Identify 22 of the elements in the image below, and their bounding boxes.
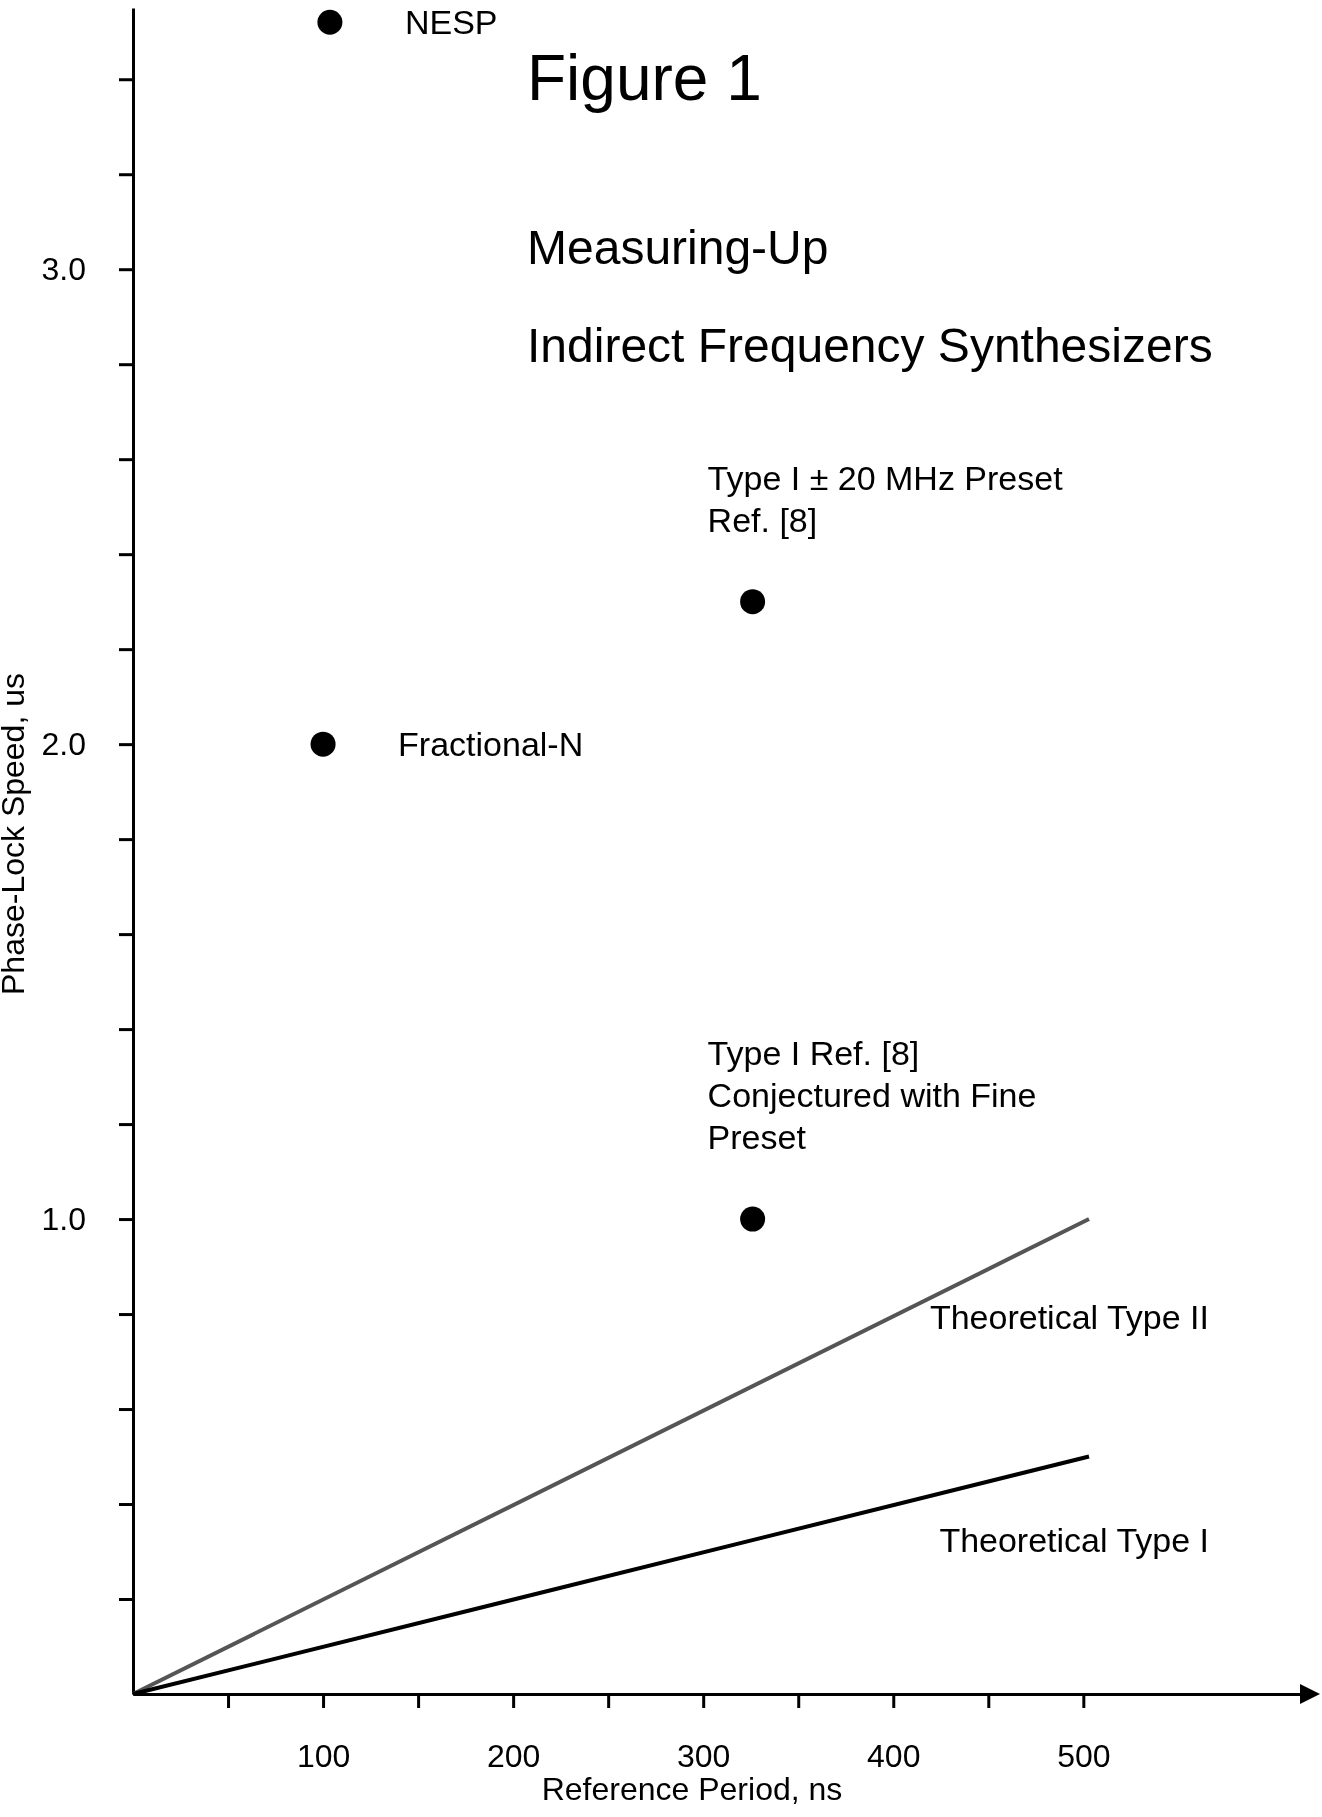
annotation: NESP [404,3,498,42]
series-label: Theoretical Type I [939,1520,1210,1559]
point [317,9,343,35]
point [740,1206,766,1232]
x-tick-label: 100 [296,1737,351,1774]
x-tick-label: 300 [677,1737,731,1774]
point [310,731,336,757]
series-label: Theoretical Type II [929,1298,1210,1337]
annotation: Type I ± 20 MHz Preset Ref. [8] [707,458,1064,539]
annotation: Fractional-N [398,725,584,764]
y-tick-label: 3.0 [41,250,86,287]
x-tick-label: 400 [867,1737,921,1774]
y-axis-title: Phase-Lock Speed, us [0,673,31,995]
text: Measuring-Up Indirect Frequency Synthesizers [527,221,1213,372]
text: Figure 1 [527,42,762,114]
point [740,589,766,615]
annotation: Type I Ref. [8] Conjectured with Fine Preset [707,1034,1037,1157]
x-tick-label: 500 [1057,1737,1111,1774]
x-tick-label: 200 [486,1737,541,1774]
y-tick-label: 1.0 [41,1200,86,1237]
x-axis-title: Reference Period, ns [541,1771,843,1807]
y-tick-label: 2.0 [41,725,86,762]
